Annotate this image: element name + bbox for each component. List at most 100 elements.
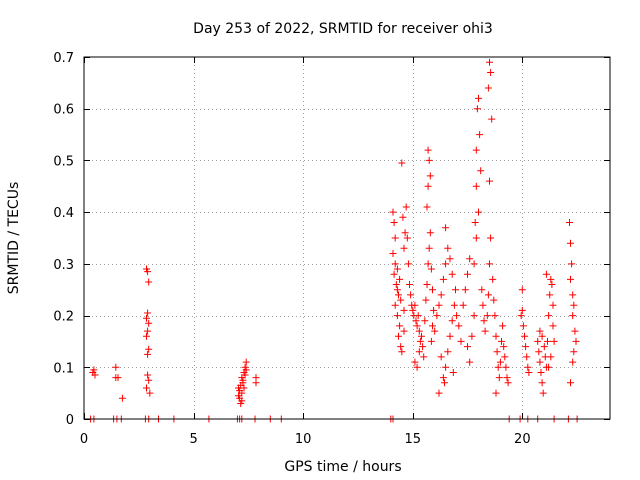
data-point xyxy=(403,234,411,242)
data-point xyxy=(241,371,249,379)
data-point xyxy=(571,327,579,335)
data-point xyxy=(487,234,495,242)
data-point xyxy=(449,369,457,376)
data-point xyxy=(487,69,495,76)
y-tick-label: 0.6 xyxy=(53,103,74,118)
data-point xyxy=(490,296,498,304)
data-point xyxy=(429,286,436,294)
data-point xyxy=(145,376,153,384)
data-point xyxy=(401,229,409,237)
data-point xyxy=(144,309,152,317)
data-point xyxy=(144,327,152,335)
data-point xyxy=(90,366,98,374)
data-point xyxy=(466,255,474,263)
data-point xyxy=(415,327,423,335)
y-tick-label: 0.4 xyxy=(53,206,74,221)
x-tick-label: 20 xyxy=(514,432,531,447)
data-point xyxy=(448,270,456,278)
data-point xyxy=(118,394,126,402)
data-point xyxy=(114,374,122,382)
data-point xyxy=(525,369,533,376)
data-point xyxy=(426,172,434,180)
data-point xyxy=(475,94,482,102)
data-point xyxy=(570,348,578,356)
data-point xyxy=(421,317,429,325)
data-point xyxy=(547,275,555,283)
data-point xyxy=(423,203,431,211)
data-point xyxy=(540,343,548,351)
data-point xyxy=(143,314,150,322)
data-point xyxy=(393,265,401,273)
data-point xyxy=(569,312,577,320)
data-point xyxy=(549,322,557,330)
data-point xyxy=(422,296,430,304)
data-point xyxy=(492,389,500,397)
data-point xyxy=(145,278,153,286)
data-point xyxy=(473,105,481,113)
data-point xyxy=(476,131,484,139)
data-point xyxy=(395,291,402,299)
data-point xyxy=(398,348,406,356)
plot-frame xyxy=(83,56,611,420)
data-point xyxy=(423,281,431,288)
data-point xyxy=(143,384,150,392)
data-point xyxy=(411,358,419,366)
data-point xyxy=(389,250,397,257)
data-point xyxy=(144,268,152,276)
data-point xyxy=(572,337,580,345)
data-point xyxy=(499,322,507,330)
data-point xyxy=(391,260,399,268)
data-point xyxy=(498,337,505,345)
data-point xyxy=(91,371,99,379)
data-point xyxy=(542,270,550,278)
data-point xyxy=(144,371,152,379)
data-point xyxy=(239,376,247,384)
data-point xyxy=(521,332,528,340)
data-point xyxy=(536,327,544,335)
y-tick-label: 0.1 xyxy=(53,361,74,376)
data-point xyxy=(400,327,408,335)
data-point xyxy=(492,332,500,340)
data-point xyxy=(400,306,408,314)
data-point xyxy=(472,146,480,154)
grid-lines xyxy=(84,57,610,419)
data-point xyxy=(424,182,432,190)
data-point xyxy=(446,332,454,340)
data-point xyxy=(481,327,489,335)
data-point xyxy=(567,275,574,283)
data-point xyxy=(545,312,553,320)
data-point xyxy=(392,281,400,288)
data-point xyxy=(478,286,486,294)
data-point xyxy=(431,327,439,335)
y-axis-title: SRMTID / TECUs xyxy=(6,182,22,295)
data-point xyxy=(547,353,555,361)
data-point xyxy=(470,312,478,320)
data-point xyxy=(389,208,397,216)
data-point xyxy=(484,84,492,92)
data-point xyxy=(393,312,401,320)
x-tick-label: 10 xyxy=(295,432,312,447)
data-point xyxy=(425,156,433,164)
data-point xyxy=(435,389,443,397)
data-point xyxy=(448,317,456,325)
data-point xyxy=(146,389,154,397)
data-points xyxy=(87,58,581,423)
data-point xyxy=(459,301,467,309)
data-point xyxy=(397,296,405,304)
data-point xyxy=(468,332,476,340)
data-point xyxy=(437,353,445,361)
data-point xyxy=(550,337,558,345)
data-point xyxy=(145,319,153,327)
data-point xyxy=(501,353,509,361)
data-point xyxy=(407,291,415,299)
data-point xyxy=(416,337,424,345)
data-point xyxy=(424,260,432,268)
data-point xyxy=(398,159,406,167)
data-point xyxy=(426,229,434,237)
data-point xyxy=(442,224,450,232)
data-point xyxy=(461,286,469,294)
data-point xyxy=(548,281,556,288)
data-point xyxy=(399,213,407,221)
data-point xyxy=(472,182,480,190)
